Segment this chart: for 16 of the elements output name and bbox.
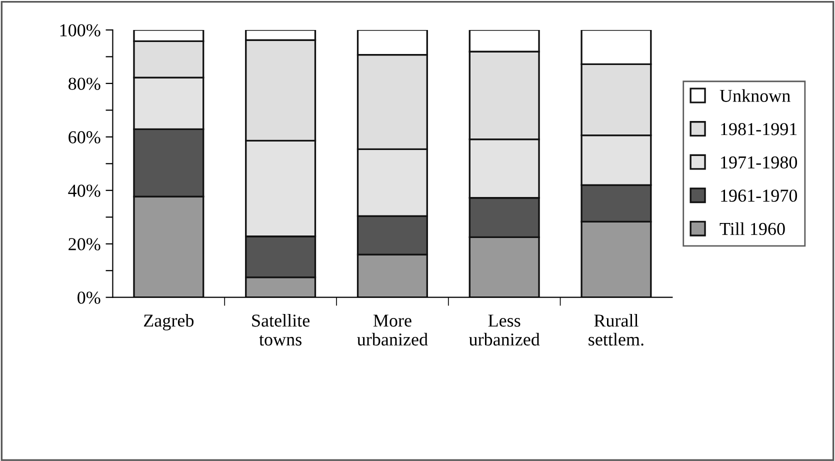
legend-label: 1961-1970	[721, 190, 798, 202]
x-tick-label: More urbanized	[357, 314, 428, 346]
y-tick-label: 60%	[68, 131, 100, 144]
x-tick-label: Zagreb	[144, 314, 194, 330]
legend-label: 1981-1991	[721, 123, 797, 136]
legend-label: Till 1960	[720, 222, 785, 236]
legend-label: Unknown	[720, 89, 790, 102]
x-tick-label: Rurall settlem.	[588, 314, 644, 346]
y-tick-label: 40%	[68, 184, 100, 197]
y-tick-label: 80%	[68, 78, 100, 90]
y-tick-label: 20%	[68, 238, 100, 250]
x-tick-label: Satellite towns	[252, 314, 310, 346]
legend-label: 1971-1980	[721, 156, 798, 168]
x-tick-label: Less urbanized	[468, 314, 540, 346]
y-tick-label: 0%	[78, 292, 100, 304]
y-tick-label: 100%	[60, 24, 100, 36]
